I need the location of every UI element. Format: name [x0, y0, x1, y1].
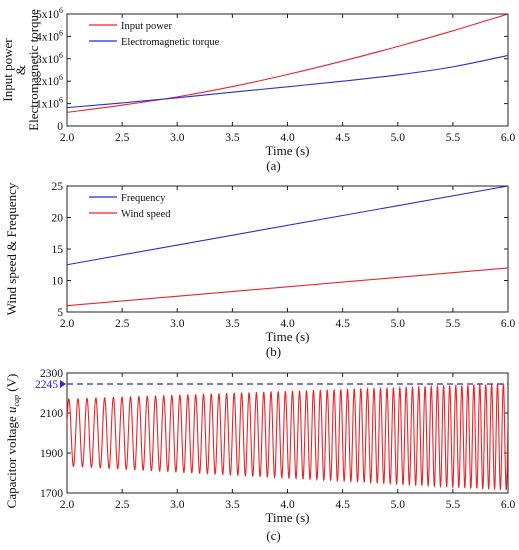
y-tick-base: 5x10	[36, 9, 59, 21]
x-tick-label: 2.0	[60, 132, 75, 144]
y-tick-label: 1700	[40, 488, 63, 500]
x-tick-label: 2.0	[60, 499, 75, 511]
x-tick-label: 5.0	[391, 318, 406, 330]
y-tick-label: 3x106	[36, 51, 63, 66]
series-line-wind-speed	[67, 267, 508, 307]
y-axis-label-main: Capacitor voltage	[4, 413, 19, 508]
y-tick-base: 1x10	[36, 99, 59, 111]
x-tick-label: 3.5	[225, 318, 240, 330]
x-tick-label: 3.0	[170, 318, 185, 330]
x-tick-label: 5.5	[446, 318, 461, 330]
y-tick-exponent: 6	[59, 6, 63, 15]
panel-caption: (b)	[266, 344, 281, 359]
x-axis-label: Time (s)	[266, 510, 310, 525]
panel-caption: (a)	[266, 158, 280, 173]
x-tick-label: 3.0	[170, 499, 185, 511]
x-tick-label: 5.5	[446, 132, 461, 144]
y-tick-exponent: 6	[59, 28, 63, 37]
x-tick-label: 3.5	[225, 499, 240, 511]
y-tick-base: 2x10	[36, 76, 59, 88]
reference-marker	[60, 380, 66, 388]
x-tick-label: 5.0	[391, 499, 406, 511]
y-tick-label: 25	[52, 181, 64, 193]
x-tick-label: 4.5	[335, 318, 350, 330]
y-tick-base: 3x10	[36, 54, 59, 66]
x-tick-label: 4.5	[335, 132, 350, 144]
x-tick-label: 4.5	[335, 499, 350, 511]
reference-label: 2245	[35, 379, 58, 391]
y-tick-label: 2x106	[36, 73, 63, 88]
y-axis-label-line: &	[13, 65, 28, 75]
y-tick-label: 20	[52, 213, 64, 225]
x-tick-label: 6.0	[501, 499, 516, 511]
x-tick-label: 2.5	[115, 318, 130, 330]
legend-label: Wind speed	[121, 209, 171, 220]
panel-a: 2.0 2.5 3.0 3.5 4.0 4.5 5.0 5.5 6.001x1062x1063x…	[0, 6, 515, 173]
y-tick-exponent: 6	[59, 96, 63, 105]
y-axis-label-unit: (V)	[4, 374, 19, 395]
panel-caption: (c)	[266, 528, 280, 543]
y-tick-label: 1x106	[36, 96, 63, 111]
plot-frame	[66, 185, 509, 313]
x-tick-label: 2.5	[115, 499, 130, 511]
x-tick-label: 5.5	[446, 499, 461, 511]
x-tick-label: 2.0	[60, 318, 75, 330]
series-line-capacitor-voltage	[67, 382, 508, 491]
y-axis-label-line: Electromagnetic torque	[26, 9, 41, 131]
y-tick-label: 5	[57, 307, 63, 319]
y-axis-label: Wind speed & Frequency	[4, 182, 19, 315]
x-tick-label: 2.5	[115, 132, 130, 144]
x-tick-label: 4.0	[280, 318, 295, 330]
y-axis-label-sub: cap	[12, 395, 21, 407]
series-line-frequency	[67, 186, 508, 266]
y-axis-label: Capacitor voltage ucap (V)	[4, 374, 21, 509]
y-tick-label: 1900	[40, 448, 63, 460]
x-tick-label: 4.0	[280, 499, 295, 511]
y-axis-label-line: Input power	[0, 38, 15, 102]
x-axis-label: Time (s)	[266, 143, 310, 158]
y-axis-label-var: u	[4, 406, 19, 413]
legend-label: Input power	[121, 21, 173, 32]
y-tick-label: 2100	[40, 408, 63, 420]
y-tick-exponent: 6	[59, 73, 63, 82]
x-axis-label: Time (s)	[266, 329, 310, 344]
series-line-electromagnetic-torque	[67, 54, 508, 109]
y-tick-exponent: 6	[59, 51, 63, 60]
y-tick-label: 5x106	[36, 6, 63, 21]
y-tick-label: 10	[52, 276, 64, 288]
panel-c: 2.0 2.5 3.0 3.5 4.0 4.5 5.0 5.5 6.0 1700 1900 2100 2…	[4, 368, 515, 543]
x-tick-label: 4.0	[280, 132, 295, 144]
x-tick-label: 6.0	[501, 132, 516, 144]
panel-b: 2.0 2.5 3.0 3.5 4.0 4.5 5.0 5.5 6.0 5 10 15 20 25 Time…	[4, 181, 515, 359]
y-tick-base: 4x10	[36, 31, 59, 43]
x-tick-label: 3.5	[225, 132, 240, 144]
legend-label: Frequency	[121, 193, 166, 204]
legend-label: Electromagnetic torque	[121, 37, 220, 48]
x-tick-label: 5.0	[391, 132, 406, 144]
y-tick-label: 15	[52, 244, 64, 256]
x-tick-label: 6.0	[501, 318, 516, 330]
y-tick-label: 0	[57, 121, 63, 133]
x-tick-label: 3.0	[170, 132, 185, 144]
y-tick-base: 0	[57, 121, 63, 133]
y-tick-label: 2300	[40, 368, 63, 380]
series-line-input-power	[67, 14, 508, 113]
y-tick-label: 4x106	[36, 28, 63, 43]
